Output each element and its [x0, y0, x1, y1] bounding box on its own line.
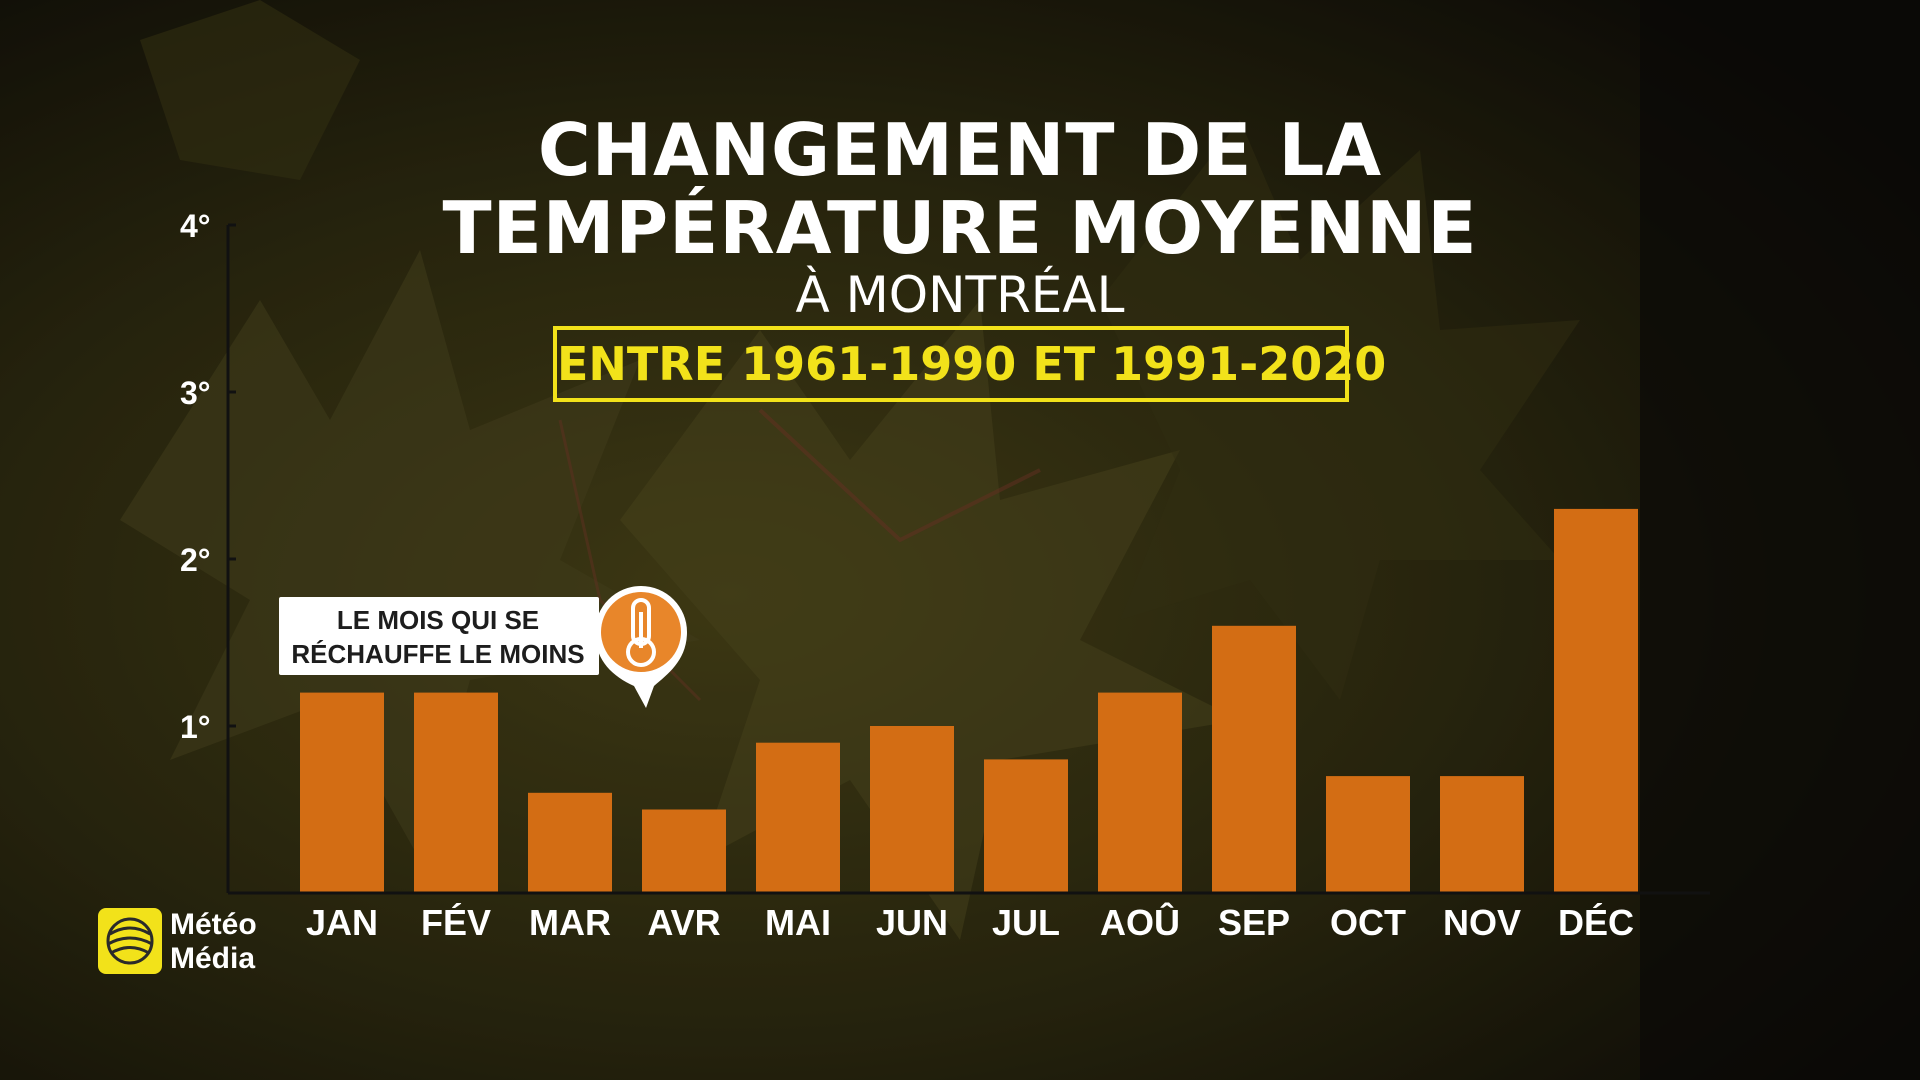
globe-icon: [98, 908, 162, 974]
x-tick-label-jan: JAN: [306, 902, 378, 943]
bars-group: [300, 508, 1638, 893]
x-tick-label-sep: SEP: [1218, 902, 1290, 943]
callout-box: LE MOIS QUI SE RÉCHAUFFE LE MOINS: [279, 597, 599, 675]
bar-jan: [300, 692, 384, 893]
x-tick-label-jun: JUN: [876, 902, 948, 943]
chart-title-line2: TEMPÉRATURE MOYENNE: [442, 186, 1478, 270]
x-tick-label-jul: JUL: [992, 902, 1060, 943]
bar-oct: [1326, 776, 1410, 893]
chart-subtitle: À MONTRÉAL: [795, 266, 1125, 324]
x-tick-label-aoû: AOÛ: [1100, 901, 1180, 943]
x-tick-label-mar: MAR: [529, 902, 611, 943]
x-tick-label-déc: DÉC: [1558, 902, 1634, 943]
bar-jun: [870, 726, 954, 893]
x-tick-label-nov: NOV: [1443, 902, 1521, 943]
meteomedia-logo: Météo Média: [98, 908, 278, 978]
y-tick-label-3: 3°: [180, 375, 211, 411]
y-tick-label-1: 1°: [180, 709, 211, 745]
x-tick-label-mai: MAI: [765, 902, 831, 943]
y-labels-group: 1° 2° 3° 4°: [180, 208, 211, 745]
callout-text: LE MOIS QUI SE RÉCHAUFFE LE MOINS: [279, 603, 597, 671]
callout-line2: RÉCHAUFFE LE MOINS: [291, 639, 585, 669]
bar-jul: [984, 759, 1068, 893]
callout-line1: LE MOIS QUI SE: [336, 605, 540, 635]
x-tick-label-avr: AVR: [647, 902, 720, 943]
x-tick-label-oct: OCT: [1330, 902, 1406, 943]
logo-line1: Météo: [170, 908, 257, 941]
logo-line2: Média: [170, 942, 256, 975]
x-tick-label-fév: FÉV: [421, 902, 491, 943]
thermometer-icon: [595, 586, 687, 708]
bar-mai: [756, 742, 840, 893]
bar-sep: [1212, 625, 1296, 893]
x-labels-group: JAN FÉV MAR AVR MAI JUN JUL AOÛ SEP OCT NOV DÉC: [306, 901, 1634, 943]
bar-déc: [1554, 508, 1638, 893]
chart-title-line1: CHANGEMENT DE LA: [537, 108, 1383, 192]
y-tick-label-2: 2°: [180, 542, 211, 578]
y-tick-label-4: 4°: [180, 208, 211, 244]
bar-avr: [642, 809, 726, 893]
bar-aoû: [1098, 692, 1182, 893]
period-label: ENTRE 1961-1990 ET 1991-2020: [553, 326, 1386, 402]
bar-nov: [1440, 776, 1524, 893]
bar-fév: [414, 692, 498, 893]
bar-mar: [528, 792, 612, 893]
axes-group: [226, 223, 1710, 895]
logo-text: Météo Média: [170, 908, 257, 976]
